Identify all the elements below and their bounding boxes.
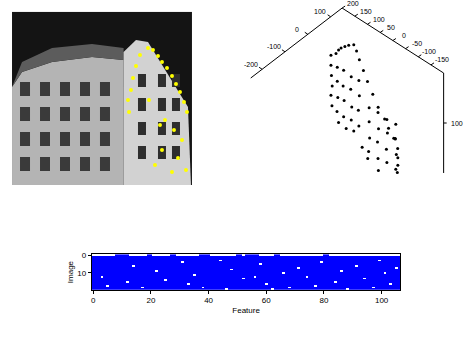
- svg-text:-200: -200: [244, 61, 258, 68]
- svg-text:-100: -100: [422, 48, 436, 55]
- svg-text:0: 0: [91, 296, 96, 305]
- svg-text:200: 200: [347, 0, 359, 7]
- svg-text:0: 0: [402, 32, 406, 39]
- svg-text:0: 0: [82, 251, 87, 260]
- svg-text:10: 10: [77, 269, 86, 278]
- svg-text:0: 0: [295, 26, 299, 33]
- svg-text:-50: -50: [412, 40, 422, 47]
- svg-text:60: 60: [262, 296, 271, 305]
- svg-text:100: 100: [373, 16, 385, 23]
- svg-text:Image: Image: [66, 260, 75, 283]
- svg-text:80: 80: [319, 296, 328, 305]
- svg-text:-150: -150: [435, 56, 449, 63]
- svg-text:20: 20: [147, 296, 156, 305]
- svg-text:40: 40: [204, 296, 213, 305]
- svg-text:Feature: Feature: [232, 306, 260, 315]
- svg-text:100: 100: [375, 296, 389, 305]
- svg-text:100: 100: [451, 120, 463, 127]
- svg-text:50: 50: [387, 24, 395, 31]
- svg-text:150: 150: [360, 8, 372, 15]
- svg-text:100: 100: [314, 8, 326, 15]
- svg-text:-100: -100: [267, 43, 281, 50]
